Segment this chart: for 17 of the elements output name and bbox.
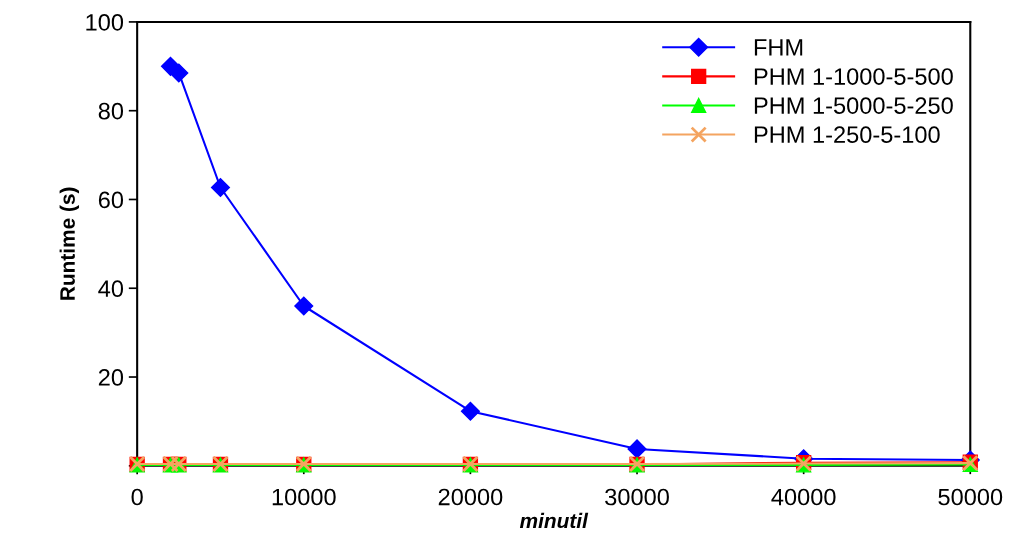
y-tick-label: 60 bbox=[98, 191, 124, 209]
x-tick-label: 50000 bbox=[938, 488, 1003, 506]
y-axis-title: Runtime (s) bbox=[59, 187, 80, 300]
x-tick-label: 30000 bbox=[605, 488, 669, 506]
y-tick-label: 100 bbox=[86, 13, 124, 31]
y-tick-label: 20 bbox=[98, 369, 124, 386]
x-tick-label: 10000 bbox=[272, 488, 336, 506]
legend-label: PHM 1-250-5-100 bbox=[754, 126, 940, 144]
x-tick-label: 20000 bbox=[438, 488, 503, 506]
legend-label: PHM 1-5000-5-250 bbox=[754, 97, 953, 114]
y-tick-label: 80 bbox=[98, 102, 124, 120]
legend-label: FHM bbox=[754, 39, 803, 56]
y-tick-label: 40 bbox=[98, 280, 124, 298]
x-tick-label: 40000 bbox=[771, 488, 836, 506]
x-tick-label: 0 bbox=[131, 488, 143, 506]
legend-label: PHM 1-1000-5-500 bbox=[754, 68, 953, 85]
x-axis-title: minutil bbox=[519, 512, 589, 529]
